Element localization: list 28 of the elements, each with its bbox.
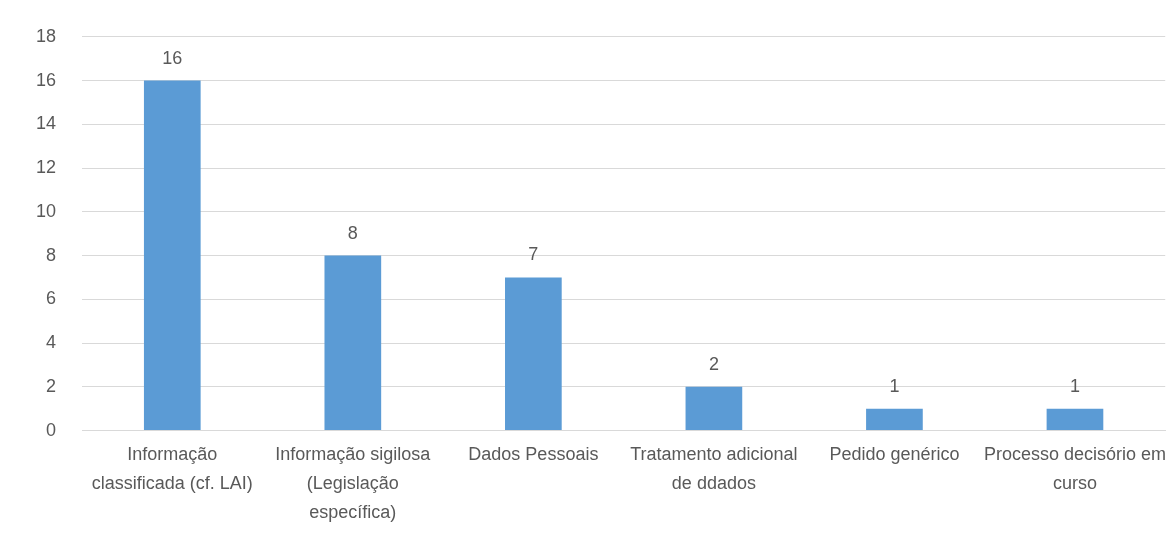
x-tick-label: Processo decisório em curso	[983, 443, 1166, 493]
bar	[685, 386, 743, 431]
x-tick-label: Informação classificada (cf. LAI)	[91, 443, 253, 493]
y-tick-label: 2	[46, 375, 57, 396]
y-tick-label: 10	[35, 200, 57, 221]
y-tick-label: 14	[35, 113, 57, 134]
y-tick-label: 18	[35, 25, 57, 46]
y-tick-label: 8	[46, 244, 57, 265]
data-label: 2	[708, 353, 719, 374]
bar	[143, 80, 201, 431]
y-tick-label: 6	[46, 288, 57, 309]
y-tick-label: 12	[35, 157, 57, 178]
y-tick-label: 0	[46, 419, 57, 440]
data-label: 8	[347, 222, 358, 243]
data-label: 1	[889, 375, 900, 396]
x-tick-label: Informação sigilosa (Legislação específica)	[275, 443, 432, 522]
data-label: 16	[162, 47, 183, 68]
x-tick-label: Pedido genérico	[829, 443, 960, 464]
x-tick-label: Dados Pessoais	[468, 443, 599, 464]
bar	[505, 277, 562, 431]
bar	[866, 408, 923, 431]
data-label: 1	[1069, 375, 1080, 396]
x-tick-label: Tratamento adicional de ddados	[630, 443, 798, 493]
y-tick-label: 16	[35, 69, 57, 90]
bar	[324, 255, 382, 431]
y-tick-label: 4	[46, 332, 57, 353]
bar	[1046, 408, 1104, 431]
data-label: 7	[528, 244, 539, 265]
